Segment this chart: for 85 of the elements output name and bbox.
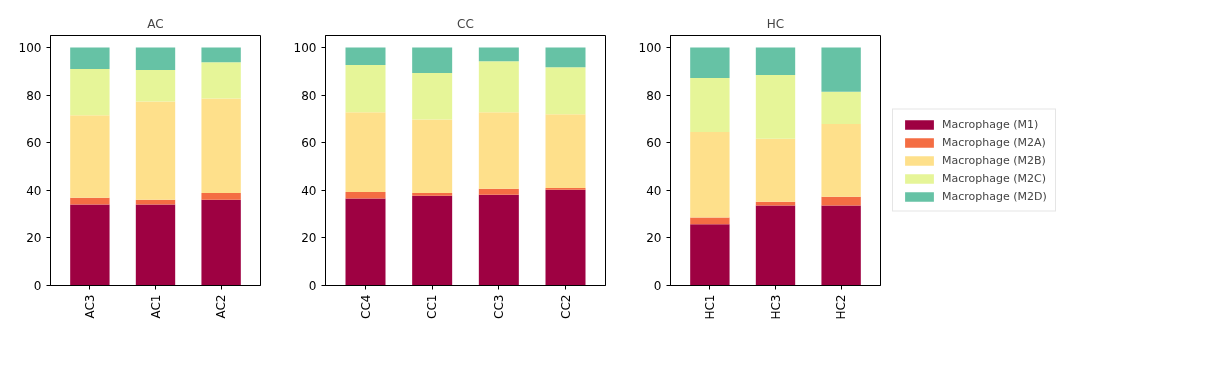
bar [135, 101, 176, 200]
legend-label: Macrophage (M2C) [942, 171, 1046, 185]
bar [755, 47, 796, 76]
legend-label: Macrophage (M1) [942, 117, 1039, 131]
bar [70, 115, 110, 198]
y-tick-label: 100 [293, 40, 317, 55]
bar [201, 47, 241, 63]
bar [545, 67, 586, 115]
bar [690, 77, 730, 132]
y-tick-label: 40 [26, 183, 42, 198]
bar [412, 47, 453, 73]
bar [201, 199, 241, 286]
y-tick-label: 20 [301, 231, 317, 246]
bar [690, 224, 730, 286]
x-tick-label: HC3 [768, 294, 783, 320]
bar [545, 47, 586, 68]
x-tick-label: CC1 [425, 294, 440, 319]
bar [70, 197, 110, 205]
chart-title: AC [147, 16, 164, 31]
bar [690, 47, 730, 78]
bar [755, 201, 796, 206]
bar [201, 192, 241, 200]
y-tick-label: 40 [646, 183, 662, 198]
bar [821, 196, 861, 206]
bar [412, 72, 453, 120]
bar [135, 204, 176, 286]
bar [412, 119, 453, 193]
chart-title: HC [766, 16, 785, 31]
bar [755, 138, 796, 202]
bar [755, 205, 796, 286]
x-tick-label: AC2 [214, 294, 229, 319]
bar [345, 47, 386, 66]
y-tick-label: 60 [301, 136, 317, 151]
bar [345, 191, 386, 199]
x-tick-label: CC3 [491, 294, 506, 319]
y-tick-label: 80 [646, 88, 662, 103]
chart-title: CC [457, 16, 474, 31]
y-tick-label: 40 [301, 183, 317, 198]
bar [412, 192, 453, 196]
bar [412, 195, 453, 286]
bar [478, 194, 519, 286]
x-tick-label: CC2 [558, 294, 573, 319]
bar [478, 47, 519, 62]
bar [821, 47, 861, 92]
y-tick-label: 20 [26, 231, 42, 246]
legend-label: Macrophage (M2A) [942, 135, 1046, 149]
bar [345, 65, 386, 113]
y-tick-label: 20 [646, 231, 662, 246]
bar [70, 47, 110, 70]
x-tick-label: CC4 [358, 294, 373, 319]
bar [70, 204, 110, 286]
bar [201, 98, 241, 193]
bar [690, 217, 730, 225]
bar [821, 205, 861, 286]
y-tick-label: 100 [18, 40, 42, 55]
bar [70, 69, 110, 116]
x-tick-label: AC3 [82, 294, 97, 319]
bar [345, 112, 386, 192]
bar [201, 62, 241, 99]
bar [478, 188, 519, 195]
y-tick-label: 0 [33, 279, 42, 293]
bar [545, 114, 586, 188]
y-tick-label: 0 [308, 279, 317, 293]
bar [135, 70, 176, 102]
y-tick-label: 80 [26, 88, 42, 103]
y-tick-label: 60 [646, 136, 662, 151]
y-tick-label: 60 [26, 136, 42, 151]
bar [821, 91, 861, 125]
bar [345, 198, 386, 286]
bar [821, 124, 861, 197]
bar [135, 47, 176, 71]
x-tick-label: HC1 [702, 294, 717, 320]
legend-label: Macrophage (M2B) [942, 153, 1046, 167]
y-tick-label: 0 [653, 279, 662, 293]
bar [545, 189, 586, 286]
bar [478, 112, 519, 189]
y-tick-label: 80 [301, 88, 317, 103]
bar [690, 131, 730, 218]
x-tick-label: AC1 [148, 294, 163, 319]
x-tick-label: HC2 [834, 294, 849, 320]
legend-label: Macrophage (M2D) [942, 189, 1047, 203]
bar [755, 75, 796, 139]
bar [135, 199, 176, 205]
y-tick-label: 100 [638, 40, 662, 55]
bar [478, 61, 519, 113]
